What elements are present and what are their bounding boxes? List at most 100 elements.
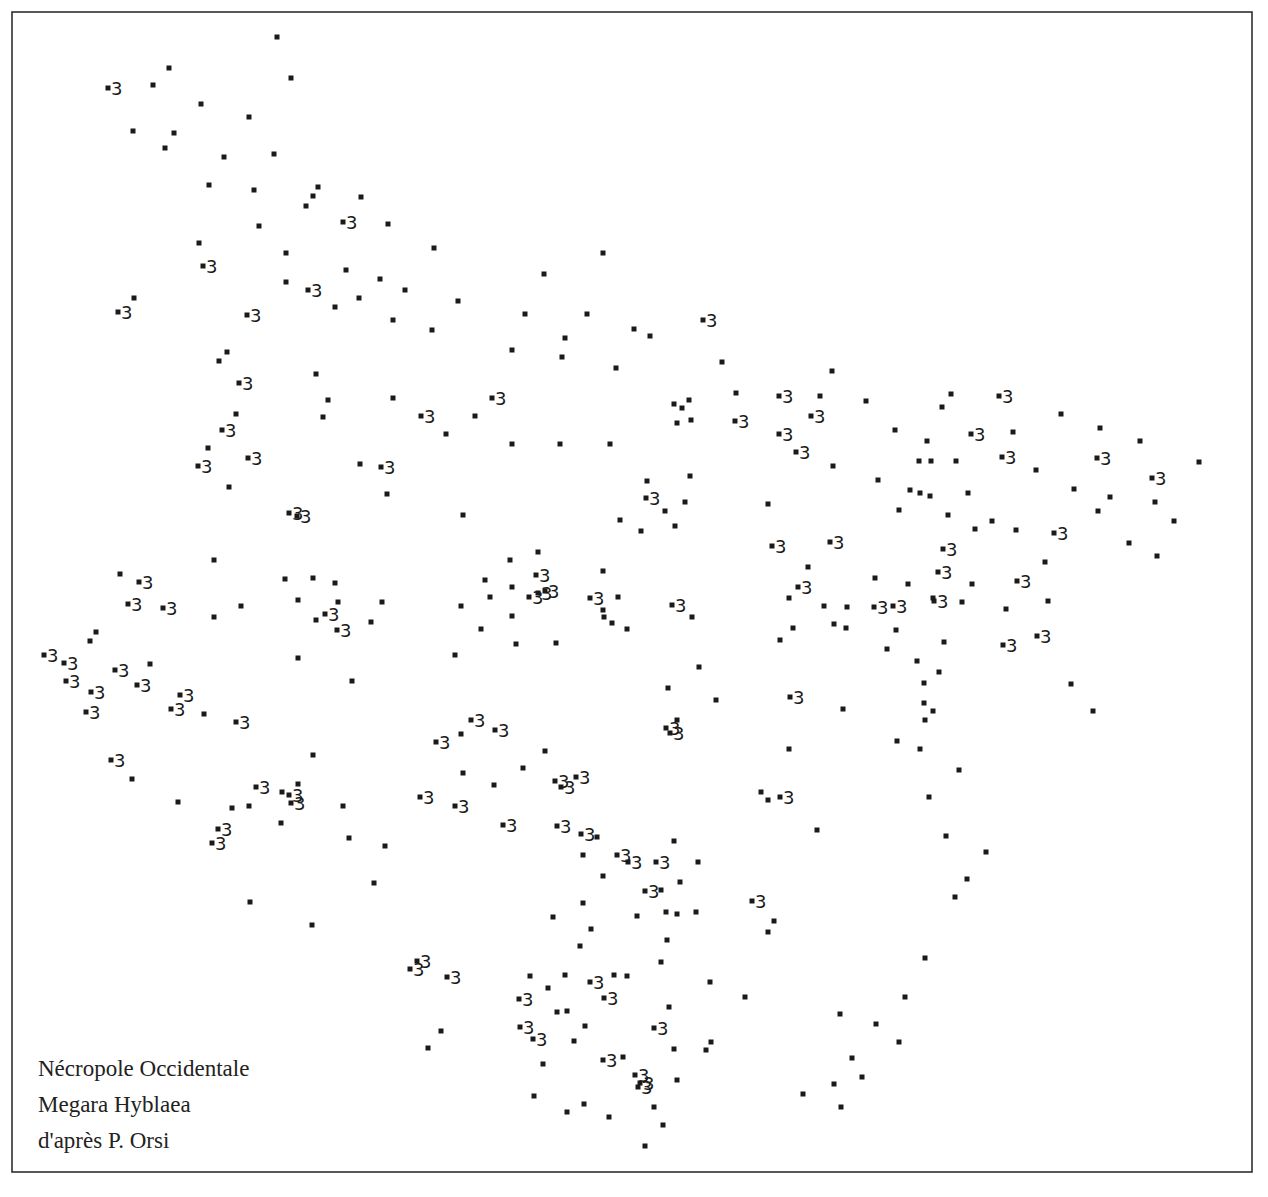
- tomb-marker: [444, 432, 449, 437]
- tomb-marker: [492, 783, 497, 788]
- tomb-marker: [891, 604, 896, 609]
- tomb-marker: [554, 641, 559, 646]
- tomb-label: 3: [593, 972, 604, 993]
- tomb-marker: [326, 398, 331, 403]
- tomb-marker: [874, 1022, 879, 1027]
- tomb-marker: [666, 686, 671, 691]
- tomb-marker: [733, 419, 738, 424]
- tomb-marker: [459, 732, 464, 737]
- tomb-marker: [643, 889, 648, 894]
- tomb-marker: [680, 406, 685, 411]
- tomb-marker: [1155, 554, 1160, 559]
- tomb-marker: [518, 1025, 523, 1030]
- tomb-marker: [787, 747, 792, 752]
- tomb-marker: [936, 570, 941, 575]
- tomb-label: 3: [242, 373, 253, 394]
- tomb-label: 3: [111, 78, 122, 99]
- tomb-marker: [588, 596, 593, 601]
- tomb-marker: [585, 312, 590, 317]
- tomb-label: 3: [782, 424, 793, 445]
- background: [0, 0, 1268, 1197]
- tomb-marker: [532, 1094, 537, 1099]
- tomb-marker: [766, 930, 771, 935]
- tomb-marker: [794, 450, 799, 455]
- tomb-marker: [341, 804, 346, 809]
- tomb-marker: [818, 394, 823, 399]
- tomb-marker: [432, 246, 437, 251]
- tomb-marker: [341, 220, 346, 225]
- tomb-marker: [1138, 439, 1143, 444]
- tomb-marker: [844, 626, 849, 631]
- tomb-label: 3: [536, 1029, 547, 1050]
- tomb-label: 3: [474, 710, 485, 731]
- tomb-marker: [216, 827, 221, 832]
- tomb-marker: [201, 264, 206, 269]
- tomb-marker: [734, 391, 739, 396]
- tomb-marker: [665, 938, 670, 943]
- tomb-marker: [923, 718, 928, 723]
- tomb-marker: [419, 414, 424, 419]
- tomb-marker: [1001, 643, 1006, 648]
- tomb-marker: [296, 656, 301, 661]
- tomb-marker: [385, 492, 390, 497]
- tomb-marker: [220, 428, 225, 433]
- tomb-label: 3: [424, 406, 435, 427]
- tomb-label: 3: [706, 310, 717, 331]
- tomb-marker: [696, 860, 701, 865]
- tomb-marker: [614, 366, 619, 371]
- tomb-marker: [89, 690, 94, 695]
- tomb-marker: [633, 1073, 638, 1078]
- tomb-marker: [864, 399, 869, 404]
- tomb-marker: [860, 1075, 865, 1080]
- tomb-marker: [109, 758, 114, 763]
- tomb-marker: [839, 1105, 844, 1110]
- tomb-marker: [922, 701, 927, 706]
- tomb-marker: [670, 603, 675, 608]
- tomb-marker: [225, 350, 230, 355]
- tomb-label: 3: [896, 596, 907, 617]
- tomb-marker: [64, 679, 69, 684]
- tomb-marker: [709, 1040, 714, 1045]
- tomb-label: 3: [346, 212, 357, 233]
- tomb-marker: [202, 712, 207, 717]
- tomb-marker: [831, 464, 836, 469]
- tomb-marker: [169, 707, 174, 712]
- tomb-label: 3: [174, 699, 185, 720]
- tomb-marker: [418, 795, 423, 800]
- tomb-marker: [521, 766, 526, 771]
- tomb-label: 3: [1100, 448, 1111, 469]
- tomb-marker: [953, 895, 958, 900]
- tomb-marker: [565, 1009, 570, 1014]
- tomb-marker: [579, 832, 584, 837]
- tomb-label: 3: [206, 256, 217, 277]
- tomb-label: 3: [523, 1017, 534, 1038]
- tomb-label: 3: [659, 852, 670, 873]
- tomb-label: 3: [1006, 635, 1017, 656]
- tomb-marker: [247, 804, 252, 809]
- tomb-marker: [928, 494, 933, 499]
- tomb-marker: [645, 479, 650, 484]
- tomb-marker: [664, 726, 669, 731]
- tomb-marker: [347, 836, 352, 841]
- tomb-marker: [542, 272, 547, 277]
- tomb-label: 3: [675, 595, 686, 616]
- tomb-marker: [915, 659, 920, 664]
- tomb-marker: [132, 296, 137, 301]
- tomb-label: 3: [755, 891, 766, 912]
- tomb-label: 3: [946, 539, 957, 560]
- tomb-marker: [612, 973, 617, 978]
- tomb-marker: [62, 661, 67, 666]
- tomb-marker: [766, 798, 771, 803]
- tomb-marker: [234, 412, 239, 417]
- tomb-label: 3: [657, 1018, 668, 1039]
- tomb-marker: [708, 980, 713, 985]
- tomb-marker: [625, 627, 630, 632]
- tomb-marker: [453, 653, 458, 658]
- tomb-marker: [310, 923, 315, 928]
- tomb-marker: [918, 491, 923, 496]
- tomb-marker: [688, 474, 693, 479]
- tomb-label: 3: [801, 577, 812, 598]
- tomb-marker: [672, 1047, 677, 1052]
- tomb-marker: [588, 980, 593, 985]
- tomb-marker: [644, 496, 649, 501]
